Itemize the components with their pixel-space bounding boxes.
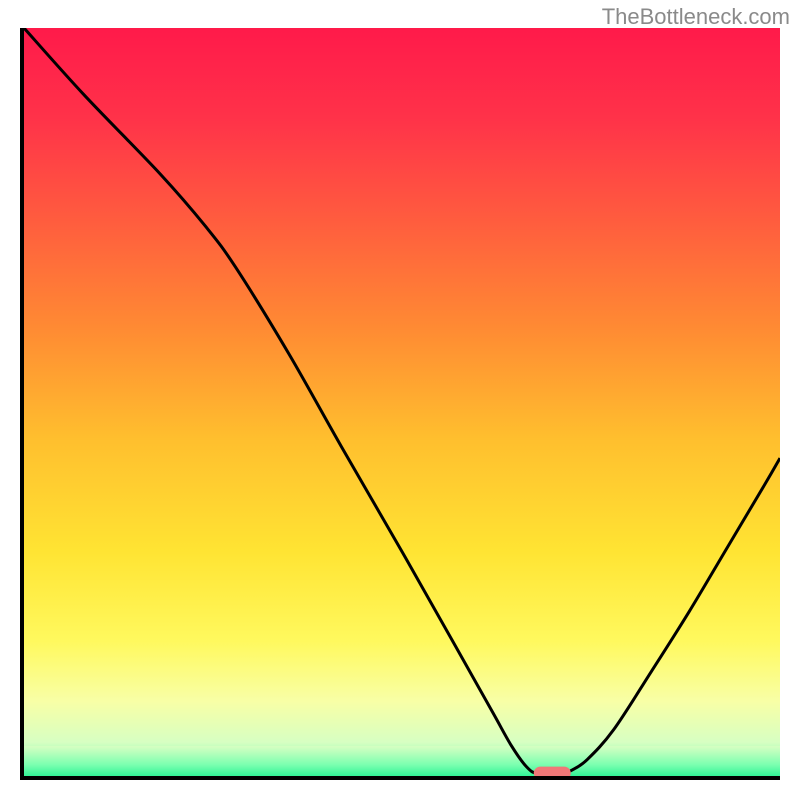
plot-area [20, 28, 780, 780]
bottleneck-curve [24, 28, 780, 776]
bottleneck-chart: TheBottleneck.com [0, 0, 800, 800]
watermark-text: TheBottleneck.com [602, 4, 790, 30]
optimal-marker [534, 767, 570, 780]
